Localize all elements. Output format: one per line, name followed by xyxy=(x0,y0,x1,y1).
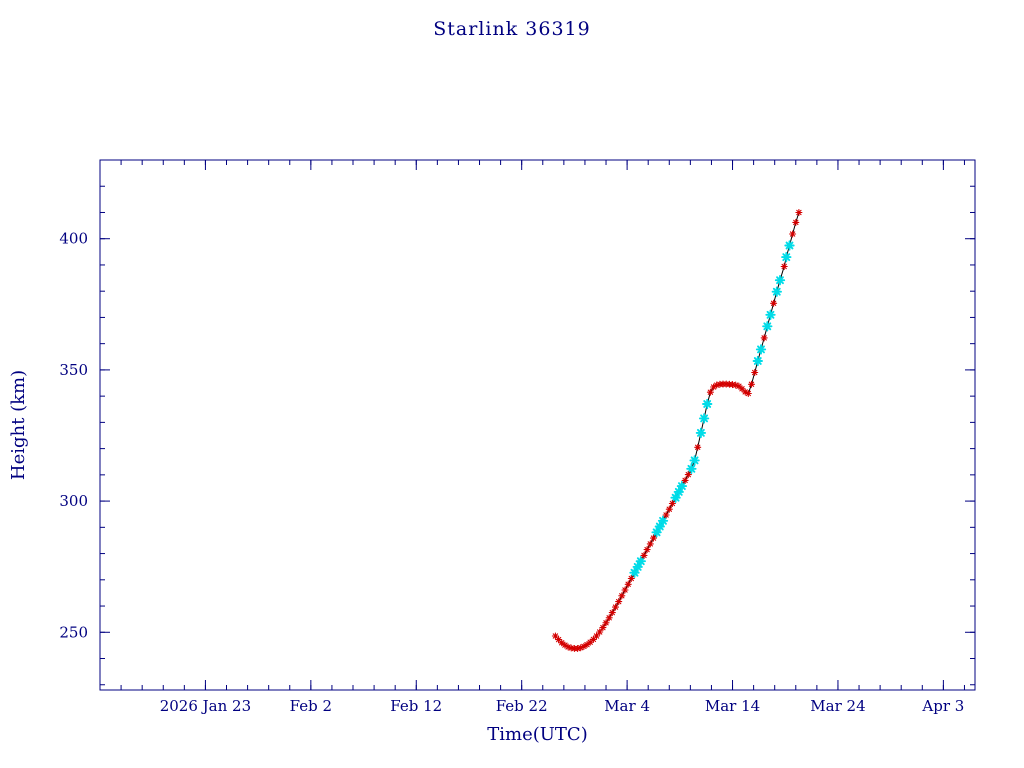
data-marker xyxy=(624,580,632,588)
data-marker xyxy=(602,619,610,627)
data-marker xyxy=(713,381,721,389)
data-line xyxy=(555,212,800,649)
data-marker xyxy=(765,309,776,320)
data-marker xyxy=(762,321,773,332)
data-marker xyxy=(738,385,746,393)
data-marker xyxy=(781,251,792,263)
data-marker xyxy=(744,389,752,398)
data-marker xyxy=(654,521,665,532)
x-axis-tick-label: Mar 4 xyxy=(604,697,650,715)
data-marker xyxy=(780,262,788,271)
plot-frame xyxy=(99,159,976,691)
data-marker xyxy=(635,556,646,567)
data-marker xyxy=(643,546,651,554)
x-axis-tick-label: Mar 14 xyxy=(705,697,760,715)
y-axis-tick-label: 250 xyxy=(59,623,88,641)
data-marker xyxy=(627,574,635,583)
data-marker xyxy=(676,480,688,492)
data-marker xyxy=(589,635,597,643)
data-marker xyxy=(668,499,676,508)
data-marker xyxy=(605,614,613,622)
data-marker xyxy=(741,388,749,396)
data-marker xyxy=(618,592,626,600)
x-axis-tick-label: Feb 22 xyxy=(496,697,548,715)
data-marker xyxy=(747,380,756,388)
data-marker xyxy=(795,208,803,217)
data-marker xyxy=(684,471,692,479)
y-axis-label: Height (km) xyxy=(8,370,29,480)
data-marker xyxy=(583,641,591,649)
data-marker xyxy=(770,299,778,307)
data-marker xyxy=(640,551,648,559)
data-marker xyxy=(681,476,689,484)
data-marker xyxy=(694,443,702,451)
data-marker xyxy=(755,344,767,355)
data-marker xyxy=(760,334,768,342)
data-marker xyxy=(629,567,640,578)
x-axis-label: Time(UTC) xyxy=(487,724,587,745)
data-marker xyxy=(577,644,585,652)
data-marker xyxy=(615,598,623,606)
data-marker xyxy=(751,368,759,377)
data-marker xyxy=(561,641,569,649)
data-marker xyxy=(774,275,786,286)
data-marker xyxy=(558,639,566,647)
data-marker xyxy=(574,644,582,653)
chart-title: Starlink 36319 xyxy=(433,18,591,40)
data-marker xyxy=(752,355,763,367)
data-marker xyxy=(599,624,607,632)
x-axis-tick-label: Feb 2 xyxy=(290,697,332,715)
data-marker xyxy=(596,628,604,636)
data-marker xyxy=(789,230,797,238)
y-axis-tick-label: 400 xyxy=(59,230,88,248)
data-marker xyxy=(698,413,710,424)
data-marker xyxy=(670,492,681,503)
data-marker xyxy=(771,286,782,297)
data-marker xyxy=(695,427,707,439)
data-marker xyxy=(649,534,658,542)
data-marker xyxy=(792,218,800,226)
x-axis-tick-label: Apr 3 xyxy=(921,697,964,715)
x-axis-tick-label: Mar 24 xyxy=(810,697,865,715)
x-axis-tick-label: Feb 12 xyxy=(390,697,442,715)
data-marker xyxy=(686,463,697,474)
data-marker xyxy=(611,603,620,611)
data-marker xyxy=(657,515,669,526)
data-marker xyxy=(586,638,594,646)
data-marker xyxy=(621,586,629,594)
data-marker xyxy=(710,383,718,391)
data-marker xyxy=(646,540,654,548)
data-marker xyxy=(632,561,643,573)
data-marker xyxy=(592,632,601,640)
data-marker xyxy=(555,636,563,644)
data-marker xyxy=(706,388,714,396)
data-marker xyxy=(784,240,795,251)
data-marker xyxy=(662,511,670,519)
data-marker xyxy=(673,486,684,498)
data-marker xyxy=(564,643,572,651)
data-marker xyxy=(608,609,616,617)
data-marker xyxy=(732,381,740,389)
y-axis-tick-label: 350 xyxy=(59,361,88,379)
data-marker xyxy=(580,642,588,650)
x-axis-tick-label: 2026 Jan 23 xyxy=(160,697,251,715)
data-marker xyxy=(689,455,700,466)
y-axis-tick-label: 300 xyxy=(59,492,88,510)
data-marker xyxy=(651,527,662,538)
data-marker xyxy=(702,398,713,410)
data-marker xyxy=(735,382,743,390)
data-marker xyxy=(665,505,673,513)
data-marker xyxy=(551,632,559,640)
